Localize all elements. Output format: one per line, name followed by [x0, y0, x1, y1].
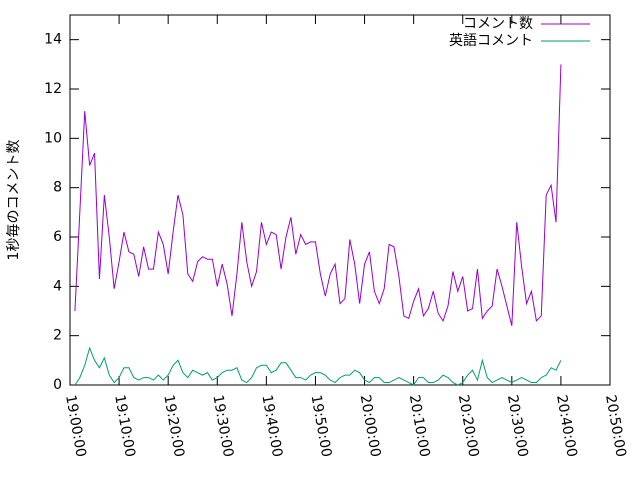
x-tick-label: 19:50:00 — [308, 394, 335, 459]
x-tick-label: 20:40:00 — [553, 394, 580, 459]
x-tick-label: 20:00:00 — [357, 394, 384, 459]
y-tick-label: 8 — [53, 180, 62, 196]
y-tick-label: 6 — [53, 229, 62, 245]
y-tick-label: 14 — [44, 32, 62, 48]
x-tick-label: 20:10:00 — [406, 394, 433, 459]
x-tick-label: 19:30:00 — [209, 394, 236, 459]
legend-label: 英語コメント — [449, 32, 533, 49]
y-tick-label: 12 — [44, 81, 62, 97]
y-axis-label: 1秒毎のコメント数 — [6, 140, 22, 261]
y-tick-label: 4 — [53, 278, 62, 294]
y-tick-label: 0 — [53, 377, 62, 393]
plot-border — [69, 14, 611, 386]
x-tick-label: 20:30:00 — [504, 394, 531, 459]
x-tick-label: 19:20:00 — [160, 394, 187, 459]
x-tick-label: 19:40:00 — [258, 394, 285, 459]
y-tick-label: 10 — [44, 130, 62, 146]
x-tick-label: 20:20:00 — [455, 394, 482, 459]
series-line — [74, 346, 562, 386]
x-tick-label: 20:50:00 — [602, 394, 629, 459]
x-tick-label: 19:10:00 — [111, 394, 138, 459]
series-line — [74, 64, 562, 326]
legend-label: コメント数 — [463, 16, 533, 32]
x-tick-label: 19:00:00 — [62, 394, 89, 459]
y-tick-label: 2 — [53, 328, 62, 344]
